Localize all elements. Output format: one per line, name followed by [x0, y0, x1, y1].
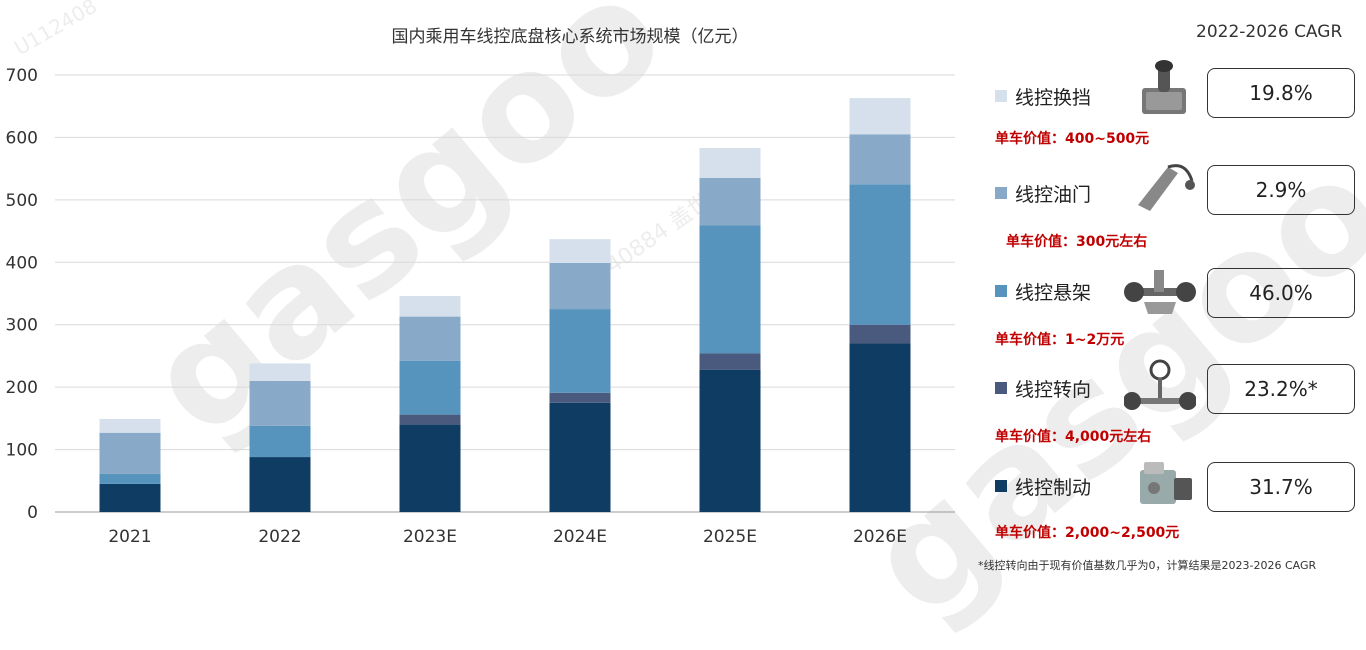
bar-segment [699, 178, 761, 226]
bar-segment [699, 225, 761, 354]
bar-segment [549, 239, 611, 263]
bar-segment [549, 309, 611, 393]
bar-segment [249, 425, 311, 458]
bar-segment [99, 483, 161, 512]
bar-segment [699, 369, 761, 512]
legend-label: 线控油门 [1015, 184, 1092, 206]
bar-segment [699, 353, 761, 370]
bar-segment [849, 184, 911, 325]
bar-segment [849, 343, 911, 512]
stacked-bar-chart: 0 100 200 300 400 500 600 700 2021 2022 2023E 2024E… [6, 66, 955, 547]
x-tick-label: 2022 [258, 527, 301, 547]
footnote: *线控转向由于现有价值基数几乎为0，计算结果是2023-2026 CAGR [978, 559, 1317, 572]
bar-segment [399, 316, 461, 361]
chart-title: 国内乘用车线控底盘核心系统市场规模（亿元） [391, 27, 749, 47]
bar-segment [549, 262, 611, 310]
bar-segment [99, 432, 161, 474]
bar-segment [249, 457, 311, 512]
x-tick-label: 2021 [108, 527, 151, 547]
y-tick-label: 100 [6, 441, 38, 461]
cagr-suspension: 46.0% [1207, 268, 1355, 318]
legend-swatch [995, 480, 1007, 492]
brake-unit-icon [1140, 462, 1192, 504]
x-tick-label: 2023E [403, 527, 457, 547]
legend-swatch [995, 187, 1007, 199]
legend-label: 线控转向 [1015, 379, 1092, 401]
bar-segment [249, 363, 311, 381]
bar-segment [849, 98, 911, 135]
unit-price-throttle: 单车价值：300元左右 [1006, 234, 1148, 250]
unit-price-brake: 单车价值：2,000~2,500元 [995, 525, 1180, 541]
legend-label: 线控制动 [1015, 477, 1092, 499]
unit-price-gear-shift: 单车价值：400~500元 [995, 131, 1150, 147]
unit-price-steering: 单车价值：4,000元左右 [995, 429, 1152, 445]
unit-price-suspension: 单车价值：1~2万元 [995, 332, 1125, 348]
legend-label: 线控换挡 [1015, 87, 1092, 109]
steering-system-icon [1124, 359, 1196, 410]
bar-segment [549, 392, 611, 403]
bar-segment [399, 360, 461, 415]
bar-segment [849, 324, 911, 344]
bar-segment [99, 473, 161, 484]
x-tick-label: 2024E [553, 527, 607, 547]
y-tick-label: 400 [6, 253, 38, 273]
y-tick-label: 300 [6, 316, 38, 336]
cagr-steering: 23.2%* [1207, 364, 1355, 414]
cagr-throttle: 2.9% [1207, 165, 1355, 215]
legend-swatch [995, 90, 1007, 102]
x-tick-label: 2025E [703, 527, 757, 547]
gear-shifter-icon [1142, 60, 1186, 114]
legend-label: 线控悬架 [1015, 282, 1092, 304]
x-tick-label: 2026E [853, 527, 907, 547]
bar-segment [399, 295, 461, 317]
legend-swatch [995, 382, 1007, 394]
bar-segment [849, 134, 911, 185]
y-tick-label: 0 [27, 503, 38, 523]
y-tick-label: 500 [6, 191, 38, 211]
y-tick-label: 200 [6, 378, 38, 398]
bar-segment [399, 414, 461, 425]
cagr-brake: 31.7% [1207, 462, 1355, 512]
cagr-column-title: 2022-2026 CAGR [1196, 22, 1343, 42]
bar-segment [549, 402, 611, 512]
bar-segment [249, 380, 311, 426]
cagr-gear-shift: 19.8% [1207, 68, 1355, 118]
y-tick-label: 600 [6, 128, 38, 148]
bar-segment [99, 418, 161, 433]
legend-swatch [995, 285, 1007, 297]
bar-segment [699, 148, 761, 179]
throttle-pedal-icon [1138, 164, 1195, 211]
bar-segment [399, 424, 461, 512]
suspension-icon [1124, 270, 1196, 314]
y-tick-label: 700 [6, 66, 38, 86]
